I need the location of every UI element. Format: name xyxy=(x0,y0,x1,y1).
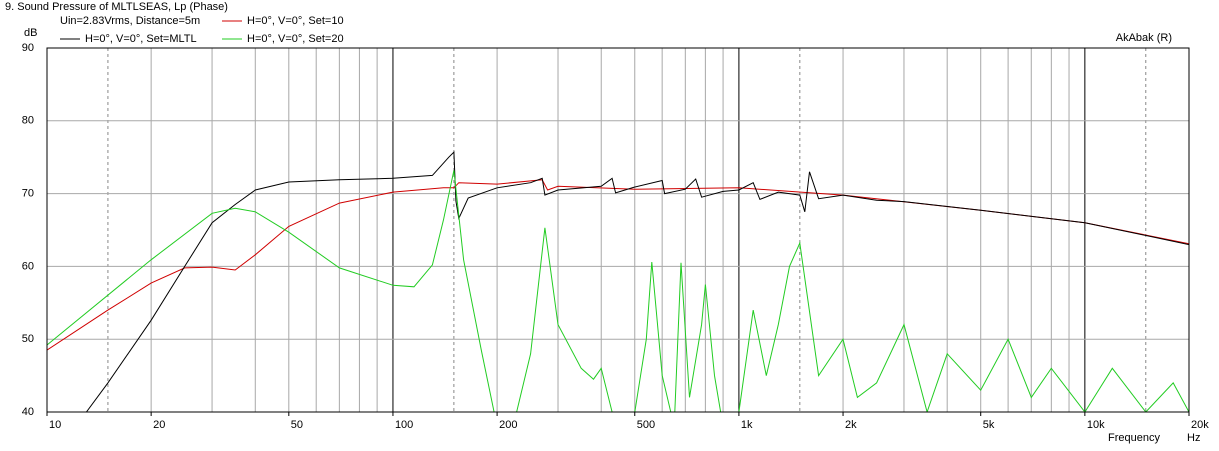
series-line xyxy=(47,179,1189,351)
x-tick-label: 200 xyxy=(499,419,517,431)
x-tick-label: 5k xyxy=(983,419,995,431)
x-tick-label: 10k xyxy=(1087,419,1105,431)
x-tick-label: 100 xyxy=(395,419,413,431)
plot-frame xyxy=(46,47,1190,413)
legend-label: H=0°, V=0°, Set=10 xyxy=(247,15,344,27)
x-tick-label: 20k xyxy=(1191,419,1209,431)
y-tick-label: 80 xyxy=(22,115,34,127)
x-tick-label: 50 xyxy=(291,419,303,431)
chart-title: 9. Sound Pressure of MLTLSEAS, Lp (Phase… xyxy=(5,1,228,13)
y-tick-label: 40 xyxy=(22,406,34,418)
y-tick-label: 70 xyxy=(22,188,34,200)
plot-lines xyxy=(47,150,1189,412)
x-tick-label: 2k xyxy=(845,419,857,431)
legend-label: H=0°, V=0°, Set=20 xyxy=(247,33,344,45)
y-tick-label: 50 xyxy=(22,333,34,345)
x-tick-label: 500 xyxy=(637,419,655,431)
x-axis-label: Frequency xyxy=(1108,432,1160,444)
x-tick-label: 1k xyxy=(741,419,753,431)
tick-labels: 40 50 60 70 80 90 10 20 50 100 200 500 1k 2k 5k 10k 20k xyxy=(22,42,1209,431)
x-axis-unit: Hz xyxy=(1187,432,1200,444)
legend-label: H=0°, V=0°, Set=MLTL xyxy=(85,33,197,45)
legend-note: Uin=2.83Vrms, Distance=5m xyxy=(60,15,200,27)
watermark: AkAbak (R) xyxy=(1116,32,1172,44)
y-tick-label: 90 xyxy=(22,42,34,54)
legend: H=0°, V=0°, Set=10 H=0°, V=0°, Set=MLTL H=… xyxy=(60,15,344,45)
y-axis-label: dB xyxy=(24,27,37,39)
y-tick-label: 60 xyxy=(22,260,34,272)
x-tick-label: 10 xyxy=(49,419,61,431)
series-line xyxy=(47,150,1189,412)
x-tick-label: 20 xyxy=(153,419,165,431)
series-line xyxy=(47,170,1189,412)
